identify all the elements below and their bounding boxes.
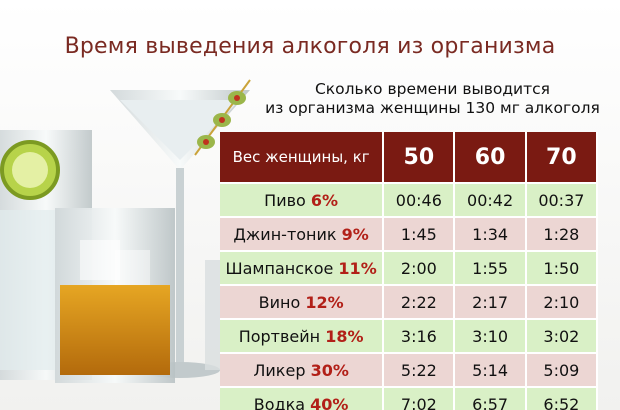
time-cell: 5:09 <box>526 354 598 388</box>
time-cell: 6:57 <box>455 388 527 410</box>
olive-icon <box>194 79 251 156</box>
table-row: Вино 12% 2:22 2:17 2:10 <box>220 286 598 320</box>
subtitle-line-1: Сколько времени выводится <box>314 80 550 98</box>
drink-cell: Пиво 6% <box>220 184 385 218</box>
drink-cell: Портвейн 18% <box>220 320 385 354</box>
drink-name: Джин-тоник <box>233 224 337 244</box>
time-cell: 1:50 <box>526 252 598 286</box>
time-cell: 2:22 <box>384 286 456 320</box>
time-cell: 1:34 <box>455 218 527 252</box>
weight-60-header: 60 <box>455 132 527 184</box>
time-cell: 00:37 <box>526 184 598 218</box>
glasses-illustration <box>0 79 251 383</box>
drink-name: Вино <box>258 292 301 312</box>
drink-name: Шампанское <box>225 258 334 278</box>
drink-percent: 40% <box>310 394 349 410</box>
weight-50-header: 50 <box>384 132 456 184</box>
time-cell: 3:16 <box>384 320 456 354</box>
drink-percent: 11% <box>338 258 377 278</box>
time-cell: 7:02 <box>384 388 456 410</box>
time-cell: 00:46 <box>384 184 456 218</box>
drink-percent: 6% <box>310 190 339 210</box>
alcohol-table: Вес женщины, кг 50 60 70 Пиво 6% 00:46 0… <box>220 132 598 410</box>
weight-header-label: Вес женщины, кг <box>220 132 385 184</box>
table-row: Портвейн 18% 3:16 3:10 3:02 <box>220 320 598 354</box>
time-cell: 2:10 <box>526 286 598 320</box>
time-cell: 1:55 <box>455 252 527 286</box>
table-row: Джин-тоник 9% 1:45 1:34 1:28 <box>220 218 598 252</box>
subtitle: Сколько времени выводится из организма ж… <box>250 80 615 118</box>
table-row: Шампанское 11% 2:00 1:55 1:50 <box>220 252 598 286</box>
table-row: Пиво 6% 00:46 00:42 00:37 <box>220 184 598 218</box>
time-cell: 1:45 <box>384 218 456 252</box>
time-cell: 1:28 <box>526 218 598 252</box>
time-cell: 6:52 <box>526 388 598 410</box>
drink-name: Портвейн <box>238 326 321 346</box>
time-cell: 5:22 <box>384 354 456 388</box>
subtitle-line-2: из организма женщины 130 мг алкоголя <box>265 99 600 117</box>
drink-name: Пиво <box>264 190 306 210</box>
drink-percent: 9% <box>341 224 369 244</box>
time-cell: 3:10 <box>455 320 527 354</box>
table-header-row: Вес женщины, кг 50 60 70 <box>220 132 598 184</box>
drink-percent: 30% <box>310 360 349 380</box>
drink-cell: Водка 40% <box>220 388 385 410</box>
weight-70-header: 70 <box>526 132 598 184</box>
drink-cell: Вино 12% <box>220 286 385 320</box>
table-row: Водка 40% 7:02 6:57 6:52 <box>220 388 598 410</box>
drink-percent: 12% <box>305 292 344 312</box>
time-cell: 00:42 <box>455 184 527 218</box>
time-cell: 2:00 <box>384 252 456 286</box>
time-cell: 2:17 <box>455 286 527 320</box>
drink-percent: 18% <box>325 326 364 346</box>
time-cell: 3:02 <box>526 320 598 354</box>
drink-cell: Джин-тоник 9% <box>220 218 385 252</box>
drink-name: Ликер <box>253 360 306 380</box>
page-title: Время выведения алкоголя из организма <box>64 34 556 59</box>
time-cell: 5:14 <box>455 354 527 388</box>
table-row: Ликер 30% 5:22 5:14 5:09 <box>220 354 598 388</box>
drink-name: Водка <box>253 394 306 410</box>
drink-cell: Ликер 30% <box>220 354 385 388</box>
drink-cell: Шампанское 11% <box>220 252 385 286</box>
